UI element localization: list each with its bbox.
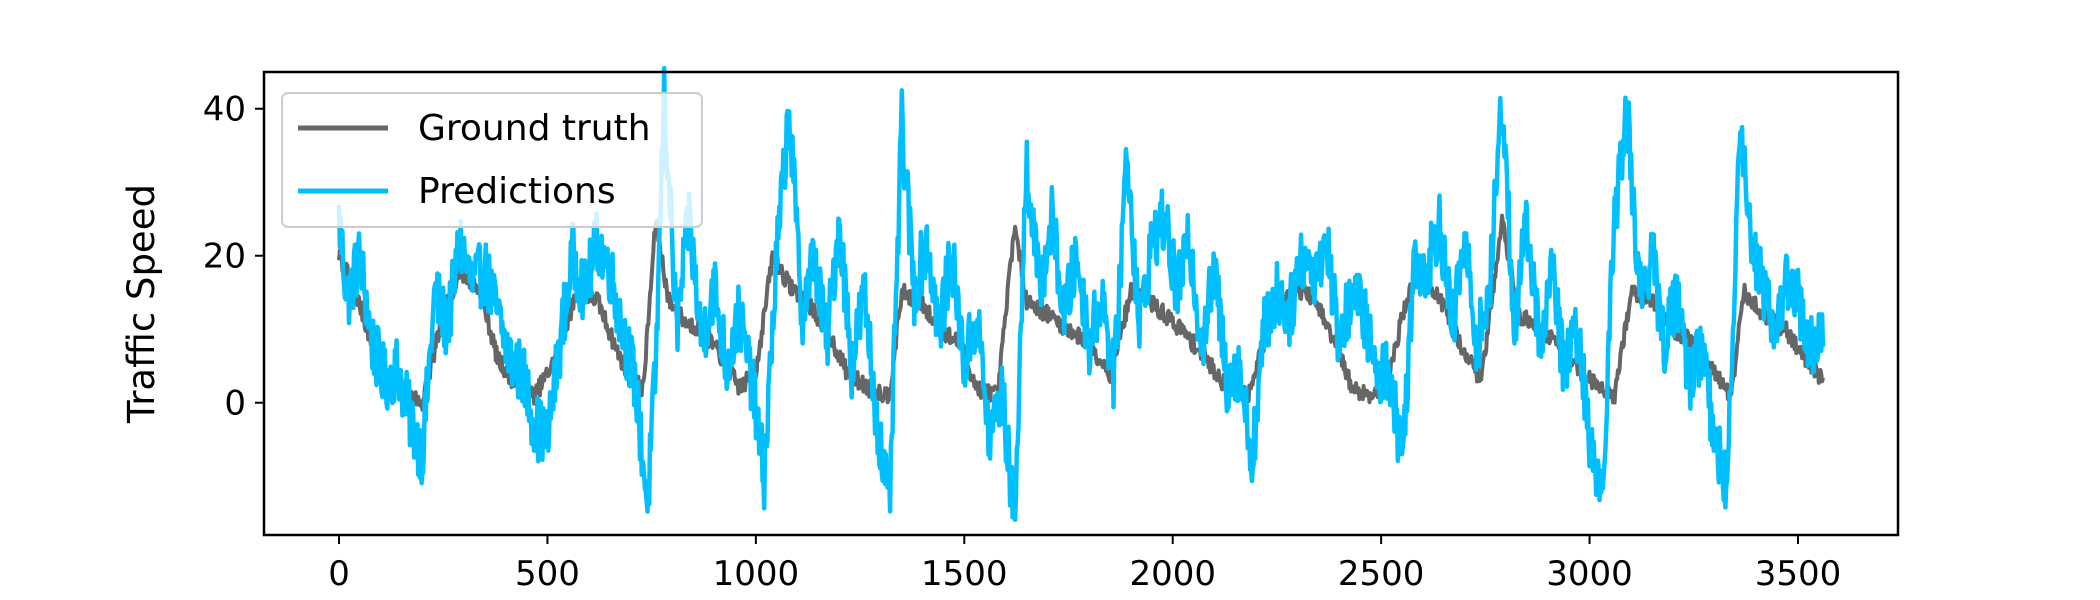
plot-area [336, 65, 1826, 523]
y-axis-label: Traffic Speed [120, 184, 163, 424]
legend-item-ground-truth: Ground truth [298, 108, 651, 149]
y-axis: 0 20 40 [203, 90, 264, 424]
y-tick-label: 0 [224, 384, 246, 424]
plot-frame [262, 70, 1900, 537]
legend-item-predictions: Predictions [298, 171, 616, 212]
x-tick-label: 3500 [1755, 554, 1842, 594]
x-tick-label: 3000 [1546, 554, 1633, 594]
series-line-predictions [336, 65, 1826, 523]
y-tick-label: 20 [203, 237, 246, 277]
x-tick-label: 1000 [713, 554, 800, 594]
x-tick-label: 500 [515, 554, 580, 594]
legend-label-predictions: Predictions [418, 171, 616, 212]
legend: Ground truth Predictions [281, 92, 703, 228]
y-tick-label: 40 [203, 90, 246, 130]
x-tick-label: 1500 [921, 554, 1008, 594]
x-tick-label: 0 [328, 554, 350, 594]
x-tick-label: 2000 [1129, 554, 1216, 594]
legend-label-ground-truth: Ground truth [418, 108, 651, 149]
x-tick-label: 2500 [1338, 554, 1425, 594]
x-axis: 0 500 1000 1500 2000 2500 3000 3500 [328, 535, 1841, 594]
